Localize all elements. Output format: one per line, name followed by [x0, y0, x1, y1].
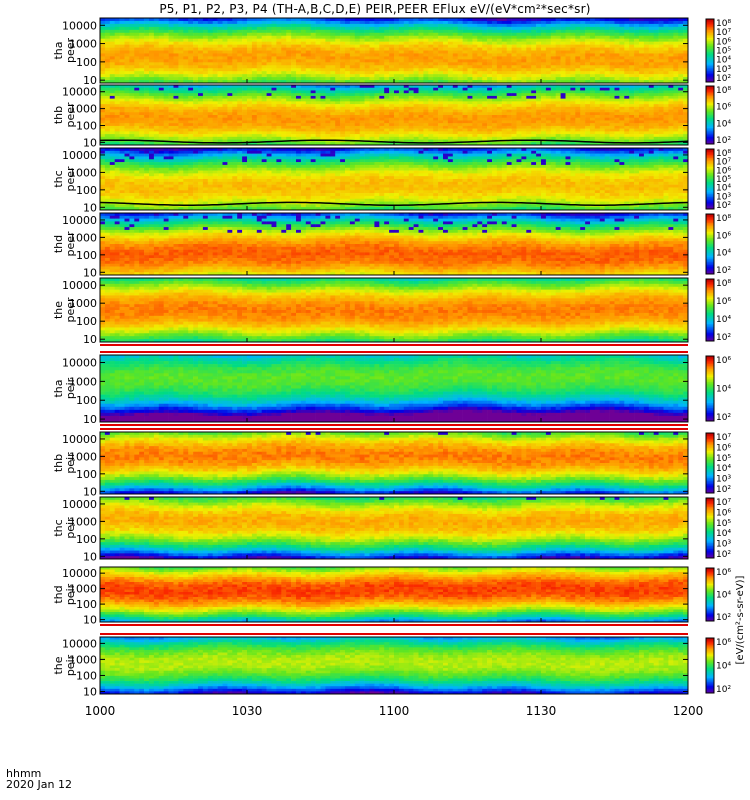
colorbar-tick-7-0: 10⁷ — [716, 498, 731, 508]
colorbar-tick-4-2: 10⁴ — [716, 315, 731, 325]
colorbar-tick-7-4: 10³ — [716, 540, 731, 550]
data-gap-stripe-1 — [100, 424, 688, 426]
colorbar-tick-1-3: 10² — [716, 136, 731, 146]
panel-species-label-3: peer — [64, 231, 77, 257]
colorbar-tick-1-1: 10⁶ — [716, 103, 731, 113]
panel-species-label-8: peir — [64, 583, 77, 605]
panel-thb-peir — [100, 432, 714, 494]
panel-species-label-0: peer — [64, 38, 77, 64]
y-tick-label-7-1: 100 — [76, 533, 97, 546]
y-tick-label-2-1: 100 — [76, 184, 97, 197]
panel-thb-peer — [100, 85, 714, 145]
colorbar-tick-6-5: 10² — [716, 485, 731, 495]
colorbar-tick-9-1: 10⁴ — [716, 662, 731, 672]
colorbar-tick-7-2: 10⁵ — [716, 519, 731, 529]
y-tick-label-3-0: 10 — [83, 266, 97, 279]
y-tick-label-8-1: 100 — [76, 598, 97, 611]
panel-species-label-7: peir — [64, 517, 77, 539]
y-tick-label-4-3: 10000 — [62, 279, 97, 292]
colorbar-tick-5-2: 10² — [716, 413, 731, 423]
colorbar-tick-9-0: 10⁶ — [716, 638, 731, 648]
panel-species-label-4: peer — [64, 297, 77, 323]
y-tick-label-9-0: 10 — [83, 686, 97, 699]
y-tick-label-6-0: 10 — [83, 485, 97, 498]
colorbar-tick-6-3: 10⁴ — [716, 464, 731, 474]
panel-species-label-2: peer — [64, 166, 77, 192]
y-tick-label-8-3: 10000 — [62, 567, 97, 580]
y-tick-label-4-0: 10 — [83, 333, 97, 346]
colorbar-tick-1-0: 10⁸ — [716, 86, 731, 96]
x-tick-label-1: 1030 — [232, 704, 263, 718]
date-label: 2020 Jan 12 — [6, 779, 72, 790]
colorbar-tick-5-0: 10⁶ — [716, 356, 731, 366]
colorbar-tick-1-2: 10⁴ — [716, 119, 731, 129]
y-tick-label-1-0: 10 — [83, 136, 97, 149]
x-tick-label-3: 1130 — [526, 704, 557, 718]
panel-thd-peir — [100, 567, 714, 622]
colorbar-tick-2-6: 10² — [716, 201, 731, 211]
y-tick-label-9-3: 10000 — [62, 637, 97, 650]
colorbar-tick-6-2: 10⁵ — [716, 454, 731, 464]
y-tick-label-1-3: 10000 — [62, 86, 97, 99]
y-tick-label-5-1: 100 — [76, 394, 97, 407]
panel-the-peir — [100, 637, 714, 694]
panel-species-label-9: peir — [64, 654, 77, 676]
panel-tha-peer — [100, 18, 714, 83]
y-tick-label-3-1: 100 — [76, 249, 97, 262]
y-tick-label-6-1: 100 — [76, 468, 97, 481]
y-tick-label-1-1: 100 — [76, 119, 97, 132]
colorbar-tick-6-1: 10⁶ — [716, 443, 731, 453]
colorbar-tick-8-1: 10⁴ — [716, 591, 731, 601]
y-tick-label-0-1: 100 — [76, 56, 97, 69]
colorbar-tick-8-2: 10² — [716, 613, 731, 623]
data-gap-stripe-3 — [100, 624, 688, 626]
panel-species-label-1: peer — [64, 102, 77, 128]
colorbar-tick-7-3: 10⁴ — [716, 529, 731, 539]
data-gap-stripe-b-1 — [100, 428, 688, 430]
y-tick-label-2-3: 10000 — [62, 149, 97, 162]
colorbar-tick-5-1: 10⁴ — [716, 385, 731, 395]
y-tick-label-7-3: 10000 — [62, 498, 97, 511]
panel-species-label-5: peir — [64, 377, 77, 399]
y-tick-label-9-1: 100 — [76, 669, 97, 682]
y-tick-label-5-3: 10000 — [62, 357, 97, 370]
panel-tha-peir — [100, 355, 714, 422]
x-tick-label-2: 1100 — [379, 704, 410, 718]
panel-thc-peir — [100, 497, 714, 559]
colorbar-tick-4-0: 10⁸ — [716, 279, 731, 289]
data-gap-stripe-0 — [100, 344, 688, 346]
x-tick-label-4: 1200 — [673, 704, 704, 718]
colorbar-tick-4-1: 10⁶ — [716, 297, 731, 307]
colorbar-tick-0-6: 10² — [716, 74, 731, 84]
colorbar-tick-6-0: 10⁷ — [716, 433, 731, 443]
colorbar-tick-7-5: 10² — [716, 550, 731, 560]
panel-the-peer — [100, 278, 714, 342]
colorbar-unit-label: [eV/(cm²-s-sr-eV)] — [735, 575, 746, 664]
x-tick-label-0: 1000 — [85, 704, 116, 718]
panel-thc-peer — [100, 148, 714, 210]
y-tick-label-8-0: 10 — [83, 614, 97, 627]
panel-species-label-6: peir — [64, 452, 77, 474]
colorbar-tick-8-0: 10⁶ — [716, 568, 731, 578]
y-tick-label-3-3: 10000 — [62, 214, 97, 227]
colorbar-tick-7-1: 10⁶ — [716, 508, 731, 518]
data-gap-stripe-b-3 — [100, 633, 688, 635]
colorbar-tick-3-0: 10⁸ — [716, 214, 731, 224]
y-tick-label-2-0: 10 — [83, 201, 97, 214]
y-tick-label-4-1: 100 — [76, 315, 97, 328]
y-tick-label-7-0: 10 — [83, 550, 97, 563]
colorbar-tick-3-1: 10⁶ — [716, 231, 731, 241]
colorbar-tick-4-3: 10² — [716, 333, 731, 343]
colorbar-tick-3-3: 10² — [716, 266, 731, 276]
colorbar-tick-6-4: 10³ — [716, 475, 731, 485]
panel-thd-peer — [100, 213, 714, 275]
colorbar-tick-9-2: 10² — [716, 685, 731, 695]
y-tick-label-6-3: 10000 — [62, 433, 97, 446]
colorbar-tick-3-2: 10⁴ — [716, 249, 731, 259]
y-tick-label-0-3: 10000 — [62, 19, 97, 32]
y-tick-label-5-0: 10 — [83, 413, 97, 426]
data-gap-stripe-b-0 — [100, 351, 688, 353]
